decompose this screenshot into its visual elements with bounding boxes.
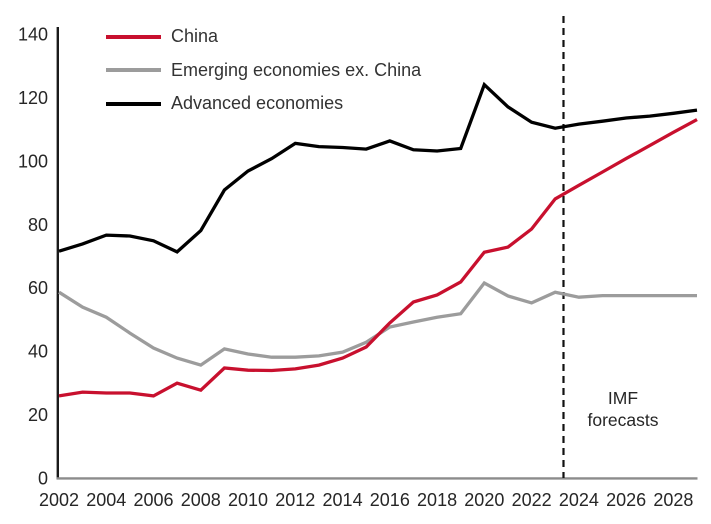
x-tick-label: 2004 — [86, 490, 126, 510]
legend-label: Advanced economies — [171, 93, 344, 114]
y-tick-label: 100 — [18, 151, 48, 171]
legend-item-china: China — [106, 20, 421, 54]
legend-item-emerging-economies-ex-china: Emerging economies ex. China — [106, 54, 421, 88]
x-tick-label: 2028 — [653, 490, 693, 510]
y-tick-label: 20 — [28, 405, 48, 425]
x-tick-label: 2026 — [606, 490, 646, 510]
series-line-advanced-economies — [58, 81, 698, 254]
x-tick-label: 2016 — [370, 490, 410, 510]
forecast-annotation-line1: IMF — [607, 388, 639, 408]
x-tick-label: 2012 — [275, 490, 315, 510]
x-tick-label: 2002 — [39, 490, 79, 510]
y-tick-label: 140 — [18, 25, 48, 45]
legend-item-advanced-economies: Advanced economies — [106, 87, 421, 121]
x-tick-label: 2006 — [133, 490, 173, 510]
x-tick-label: 2018 — [417, 490, 457, 510]
x-tick-label: 2014 — [323, 490, 363, 510]
x-tick-label: 2024 — [559, 490, 599, 510]
y-tick-label: 40 — [28, 342, 48, 362]
forecast-annotation-line2: forecasts — [587, 410, 659, 430]
x-tick-label: 2020 — [464, 490, 504, 510]
x-tick-label: 2010 — [228, 490, 268, 510]
x-tick-label: 2022 — [512, 490, 552, 510]
forecast-annotation: IMF forecasts — [568, 387, 678, 431]
legend-swatch-advanced-economies — [106, 101, 161, 106]
y-tick-label: 80 — [28, 215, 48, 235]
legend: China Emerging economies ex. China Advance… — [106, 20, 421, 121]
series-line-china — [58, 118, 698, 398]
x-tick-label: 2008 — [181, 490, 221, 510]
y-tick-label: 0 — [38, 469, 48, 489]
legend-swatch-emerging-economies-ex-china — [106, 68, 161, 73]
y-tick-label: 60 — [28, 278, 48, 298]
legend-label: Emerging economies ex. China — [171, 59, 422, 80]
legend-swatch-china — [106, 34, 161, 39]
legend-label: China — [171, 26, 219, 47]
y-tick-label: 120 — [18, 88, 48, 108]
series-line-emerging-economies-ex-china — [58, 280, 697, 367]
